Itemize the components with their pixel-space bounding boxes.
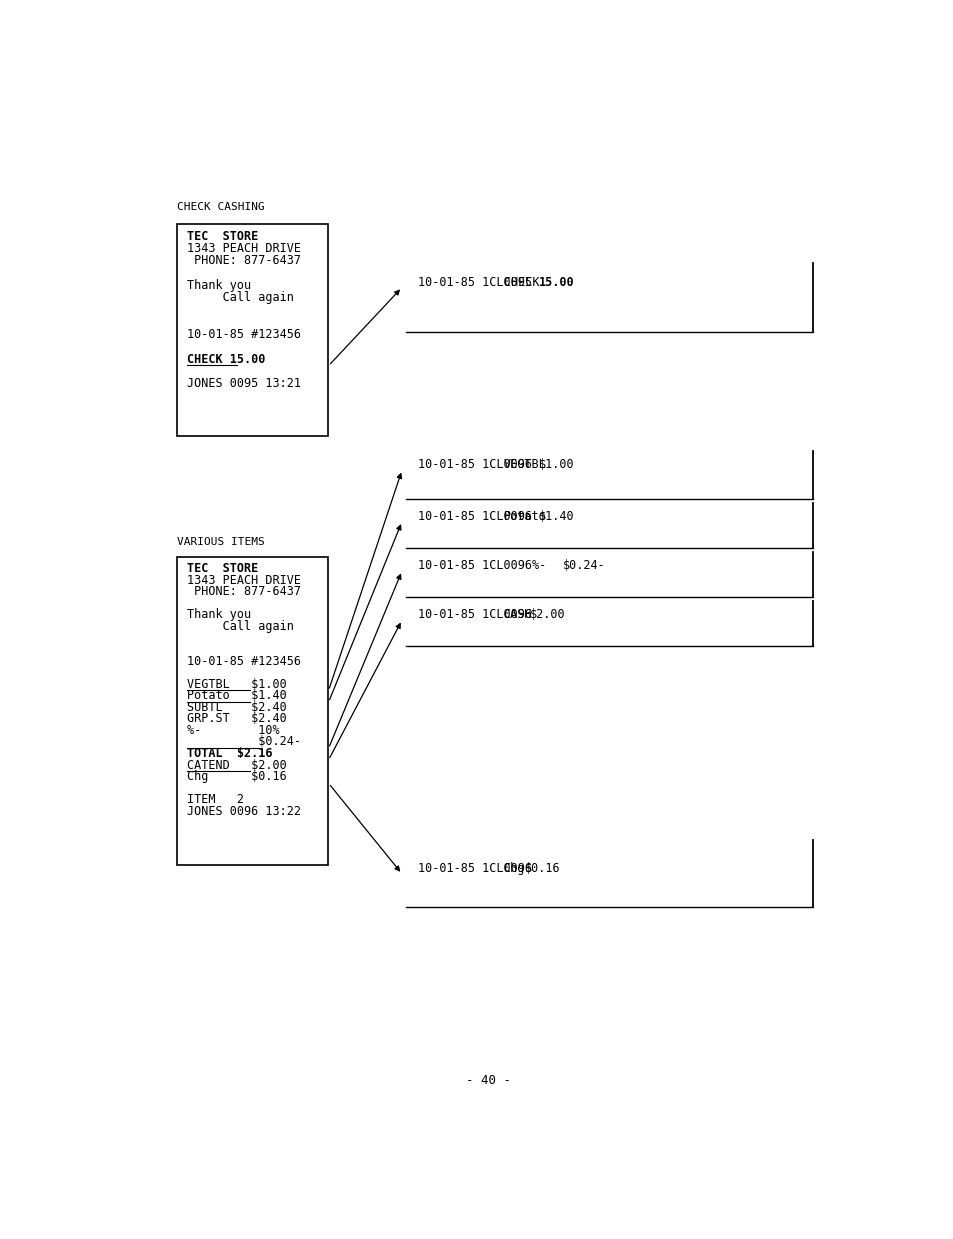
Text: PHONE: 877-6437: PHONE: 877-6437: [187, 585, 301, 598]
Text: GRP.ST   $2.40: GRP.ST $2.40: [187, 712, 287, 725]
Text: Chg      $0.16: Chg $0.16: [187, 771, 287, 783]
Text: Thank you: Thank you: [187, 279, 252, 292]
Text: 10-01-85 1CL0096: 10-01-85 1CL0096: [417, 458, 531, 471]
Text: CHECK: CHECK: [503, 276, 546, 289]
Text: Chg: Chg: [503, 862, 524, 876]
Text: VEGTBL   $1.00: VEGTBL $1.00: [187, 678, 287, 690]
Text: 10-01-85 #123456: 10-01-85 #123456: [187, 328, 301, 341]
Text: 1343 PEACH DRIVE: 1343 PEACH DRIVE: [187, 574, 301, 587]
Text: Call again: Call again: [187, 291, 294, 304]
Text: $0.24-: $0.24-: [562, 559, 605, 572]
Text: $1.40: $1.40: [538, 509, 575, 523]
Text: $2.00: $2.00: [530, 608, 565, 622]
Text: $0.24-: $0.24-: [187, 736, 301, 748]
Text: Potato   $1.40: Potato $1.40: [187, 689, 287, 703]
Text: TOTAL  $2.16: TOTAL $2.16: [187, 747, 273, 760]
Text: Call again: Call again: [187, 620, 294, 633]
Text: - 40 -: - 40 -: [466, 1074, 511, 1088]
Text: VEGTBL: VEGTBL: [503, 458, 546, 471]
Text: 10-01-85 1CL0096: 10-01-85 1CL0096: [417, 509, 531, 523]
Text: VARIOUS ITEMS: VARIOUS ITEMS: [177, 538, 265, 548]
Text: 10-01-85 1CL0096: 10-01-85 1CL0096: [417, 862, 531, 876]
Text: 10-01-85 1CL0096: 10-01-85 1CL0096: [417, 608, 531, 622]
Text: 1343 PEACH DRIVE: 1343 PEACH DRIVE: [187, 242, 301, 255]
Text: PHONE: 877-6437: PHONE: 877-6437: [187, 254, 301, 268]
Text: TEC  STORE: TEC STORE: [187, 563, 258, 575]
Text: Potato: Potato: [503, 509, 546, 523]
Text: TEC  STORE: TEC STORE: [187, 229, 258, 243]
Text: 15.00: 15.00: [538, 276, 575, 289]
Text: CATEND   $2.00: CATEND $2.00: [187, 758, 287, 772]
Text: Thank you: Thank you: [187, 608, 252, 622]
Text: CASH: CASH: [503, 608, 532, 622]
Text: SUBTL    $2.40: SUBTL $2.40: [187, 701, 287, 714]
Text: %-        10%: %- 10%: [187, 724, 280, 737]
Text: 10-01-85 #123456: 10-01-85 #123456: [187, 654, 301, 668]
Bar: [177, 224, 328, 436]
Text: JONES 0096 13:22: JONES 0096 13:22: [187, 804, 301, 818]
Text: CHECK 15.00: CHECK 15.00: [187, 353, 266, 366]
Text: 10-01-85 1CL0095: 10-01-85 1CL0095: [417, 276, 531, 289]
Text: ITEM   2: ITEM 2: [187, 793, 244, 807]
Text: CHECK CASHING: CHECK CASHING: [177, 202, 265, 212]
Text: $1.00: $1.00: [538, 458, 575, 471]
Text: 10-01-85 1CL0096%-: 10-01-85 1CL0096%-: [417, 559, 545, 572]
Text: $0.16: $0.16: [525, 862, 560, 876]
Text: JONES 0095 13:21: JONES 0095 13:21: [187, 378, 301, 390]
Bar: [177, 556, 328, 865]
